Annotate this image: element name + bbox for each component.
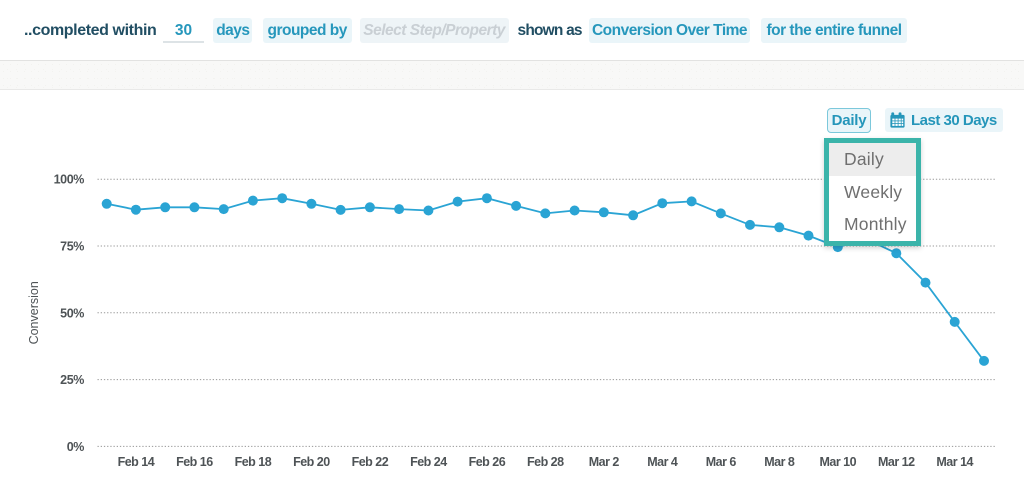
svg-text:Feb 16: Feb 16 <box>176 455 213 469</box>
svg-text:Feb 14: Feb 14 <box>118 455 155 469</box>
svg-text:Mar 12: Mar 12 <box>878 455 915 469</box>
svg-text:Feb 24: Feb 24 <box>410 455 447 469</box>
svg-text:25%: 25% <box>60 373 84 387</box>
svg-text:Mar 6: Mar 6 <box>706 455 737 469</box>
svg-text:Conversion: Conversion <box>27 281 41 344</box>
svg-text:Mar 14: Mar 14 <box>936 455 973 469</box>
svg-text:Feb 20: Feb 20 <box>293 455 330 469</box>
svg-text:Mar 8: Mar 8 <box>764 455 795 469</box>
svg-text:Mar 10: Mar 10 <box>819 455 856 469</box>
svg-text:Feb 26: Feb 26 <box>469 455 506 469</box>
svg-text:Mar 4: Mar 4 <box>647 455 678 469</box>
svg-text:50%: 50% <box>60 306 84 320</box>
svg-text:75%: 75% <box>60 240 84 254</box>
svg-text:Feb 22: Feb 22 <box>352 455 389 469</box>
svg-text:Feb 28: Feb 28 <box>527 455 564 469</box>
svg-text:Feb 18: Feb 18 <box>235 455 272 469</box>
svg-text:100%: 100% <box>54 173 85 187</box>
svg-text:0%: 0% <box>67 440 85 454</box>
svg-text:Mar 2: Mar 2 <box>589 455 620 469</box>
